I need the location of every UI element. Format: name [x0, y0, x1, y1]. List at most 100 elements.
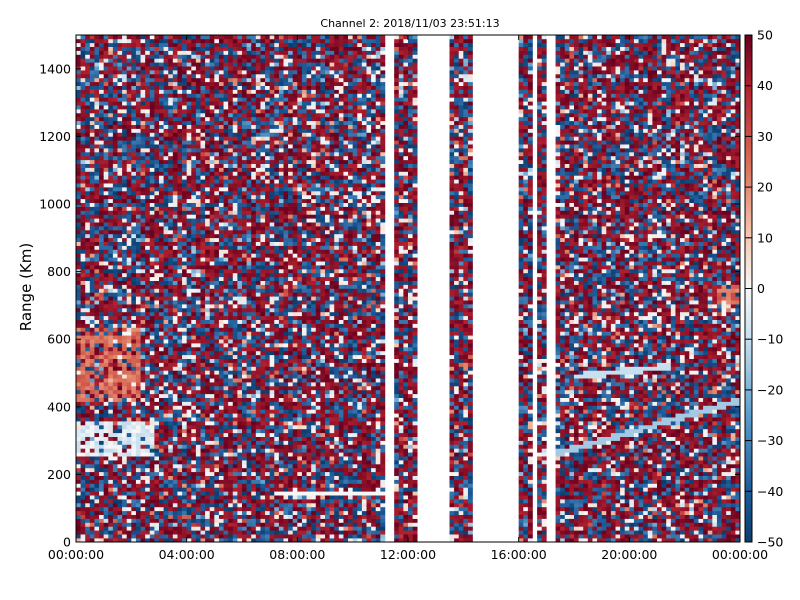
heatmap-cell: [232, 191, 238, 196]
heatmap-cell: [108, 397, 114, 402]
heatmap-cell: [122, 230, 128, 235]
heatmap-cell: [76, 436, 81, 441]
heatmap-cell: [108, 276, 114, 281]
heatmap-cell: [122, 155, 128, 161]
heatmap-cell: [89, 89, 95, 94]
heatmap-cell: [209, 191, 215, 196]
heatmap-cell: [228, 272, 234, 278]
heatmap-cell: [145, 444, 151, 449]
heatmap-cell: [200, 261, 206, 266]
heatmap-cell: [182, 237, 187, 242]
heatmap-cell: [131, 460, 137, 465]
heatmap-cell: [99, 46, 104, 51]
heatmap-cell: [246, 152, 252, 157]
heatmap-cell: [94, 136, 100, 141]
heatmap-cell: [218, 534, 224, 539]
heatmap-cell: [149, 409, 155, 414]
heatmap-cell: [246, 503, 252, 508]
heatmap-cell: [145, 409, 151, 414]
heatmap-cell: [195, 175, 201, 180]
heatmap-cell: [218, 210, 224, 215]
heatmap-cell: [131, 230, 137, 235]
heatmap-cell: [135, 159, 141, 164]
heatmap-cell: [228, 323, 234, 328]
heatmap-cell: [242, 362, 247, 367]
heatmap-cell: [237, 253, 243, 258]
heatmap-cell: [76, 300, 81, 305]
heatmap-cell: [135, 389, 141, 395]
heatmap-cell: [218, 128, 224, 133]
heatmap-cell: [99, 389, 104, 395]
heatmap-cell: [242, 421, 247, 426]
heatmap-cell: [186, 292, 192, 297]
heatmap-cell: [163, 358, 169, 363]
heatmap-cell: [182, 436, 187, 441]
heatmap-cell: [182, 198, 187, 203]
heatmap-cell: [228, 148, 234, 153]
heatmap-cell: [89, 319, 95, 324]
heatmap-cell: [149, 81, 155, 86]
heatmap-cell: [200, 97, 206, 102]
heatmap-cell: [172, 319, 178, 324]
heatmap-cell: [112, 136, 118, 141]
heatmap-cell: [195, 202, 201, 207]
heatmap-cell: [214, 405, 220, 410]
heatmap-cell: [168, 475, 174, 480]
heatmap-cell: [177, 506, 183, 512]
heatmap-cell: [108, 116, 114, 122]
heatmap-cell: [246, 475, 252, 480]
heatmap-cell: [117, 526, 123, 531]
heatmap-cell: [85, 230, 91, 235]
heatmap-cell: [246, 210, 252, 215]
heatmap-cell: [172, 308, 178, 313]
heatmap-cell: [177, 152, 183, 157]
heatmap-cell: [237, 202, 243, 207]
heatmap-cell: [191, 491, 197, 496]
heatmap-cell: [103, 327, 109, 332]
heatmap-cell: [103, 499, 109, 504]
heatmap-cell: [182, 66, 187, 71]
heatmap-cell: [122, 538, 128, 543]
heatmap-cell: [195, 124, 201, 129]
heatmap-cell: [214, 452, 220, 457]
heatmap-cell: [182, 428, 187, 434]
heatmap-cell: [159, 136, 164, 141]
heatmap-cell: [186, 452, 192, 457]
heatmap-cell: [76, 233, 81, 239]
heatmap-cell: [168, 194, 174, 200]
heatmap-cell: [209, 81, 215, 86]
heatmap-cell: [218, 81, 224, 86]
heatmap-cell: [80, 179, 86, 184]
heatmap-cell: [246, 144, 252, 149]
heatmap-cell: [99, 386, 104, 391]
heatmap-cell: [99, 288, 104, 293]
heatmap-cell: [149, 292, 155, 297]
heatmap-cell: [223, 230, 229, 235]
heatmap-cell: [149, 58, 155, 63]
heatmap-cell: [232, 428, 238, 434]
heatmap-cell: [149, 538, 155, 543]
heatmap-cell: [172, 272, 178, 278]
heatmap-cell: [163, 436, 169, 441]
heatmap-cell: [122, 382, 128, 387]
heatmap-cell: [145, 148, 151, 153]
heatmap-cell: [195, 479, 201, 484]
heatmap-cell: [80, 538, 86, 543]
heatmap-cell: [218, 300, 224, 305]
heatmap-cell: [186, 93, 192, 98]
heatmap-cell: [223, 428, 229, 434]
heatmap-cell: [205, 382, 211, 387]
heatmap-cell: [140, 401, 146, 406]
heatmap-cell: [135, 171, 141, 176]
heatmap-cell: [117, 471, 123, 476]
heatmap-cell: [163, 97, 169, 102]
heatmap-cell: [209, 85, 215, 90]
heatmap-cell: [223, 378, 229, 383]
heatmap-cell: [223, 518, 229, 523]
heatmap-cell: [168, 444, 174, 449]
heatmap-cell: [80, 339, 86, 344]
heatmap-cell: [168, 397, 174, 402]
heatmap-cell: [246, 179, 252, 184]
heatmap-cell: [223, 35, 229, 40]
heatmap-cell: [85, 534, 91, 539]
